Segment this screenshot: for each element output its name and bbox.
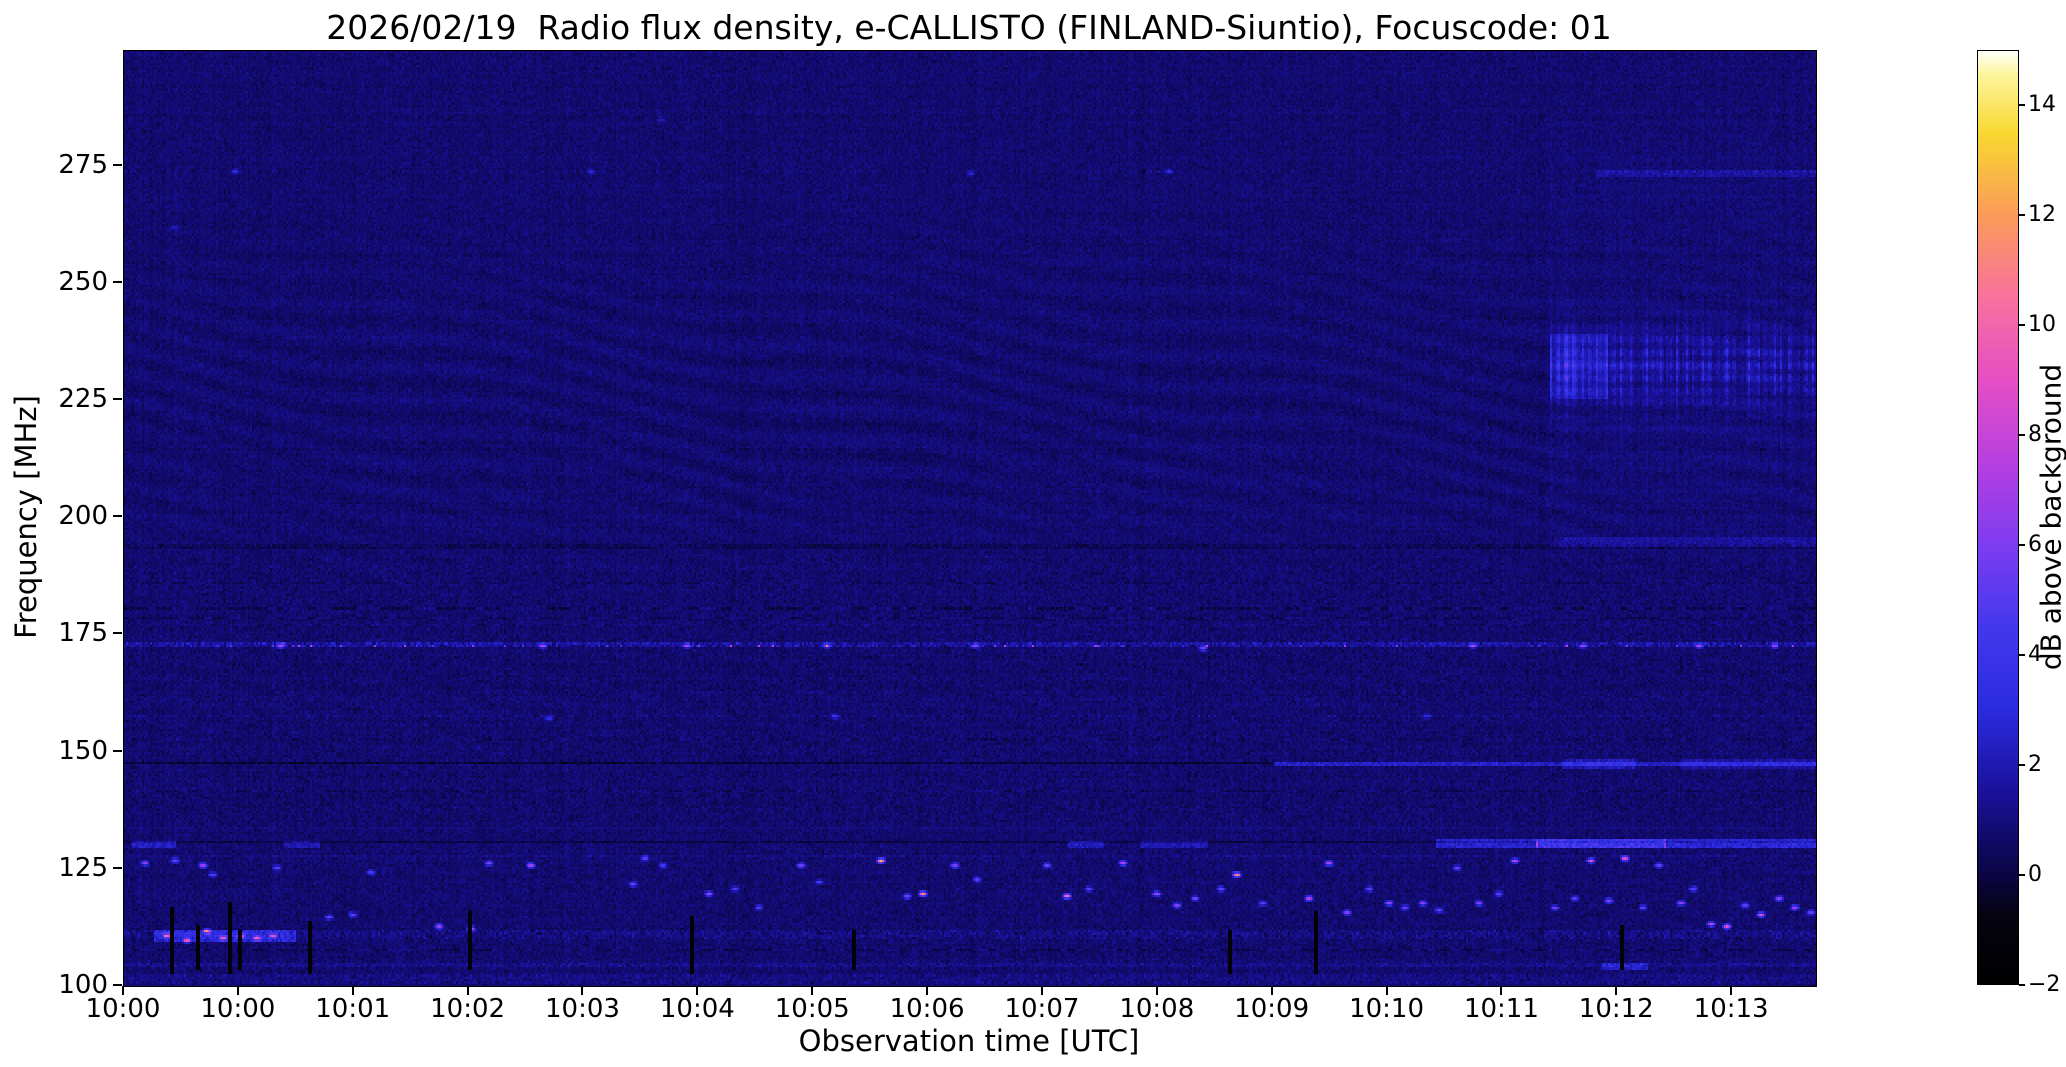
x-tick-label: 10:01 [315, 994, 391, 1024]
x-tick-mark [466, 986, 469, 995]
x-tick-mark [1040, 986, 1043, 995]
colorbar-tick-label: 10 [2028, 312, 2056, 337]
x-tick-mark [1500, 986, 1503, 995]
x-tick-label: 10:04 [659, 994, 735, 1024]
x-tick-label: 10:00 [85, 994, 161, 1024]
x-tick-mark [1615, 986, 1618, 995]
colorbar-tick-mark [2019, 764, 2025, 766]
x-tick-label: 10:12 [1578, 994, 1654, 1024]
colorbar-tick-label: 14 [2028, 92, 2056, 117]
y-tick-mark [113, 866, 122, 869]
colorbar-tick-label: 4 [2028, 642, 2042, 667]
x-tick-mark [1270, 986, 1273, 995]
x-tick-label: 10:08 [1119, 994, 1195, 1024]
x-tick-mark [351, 986, 354, 995]
y-tick-mark [113, 984, 122, 986]
colorbar-tick-mark [2019, 434, 2025, 436]
colorbar-tick-label: 8 [2028, 422, 2042, 447]
x-tick-mark [1155, 986, 1158, 995]
colorbar-tick-mark [2019, 324, 2025, 326]
x-tick-mark [1385, 986, 1388, 995]
colorbar-tick-mark [2019, 874, 2025, 876]
y-tick-mark [113, 749, 122, 752]
y-tick-label: 175 [58, 618, 108, 649]
x-tick-label: 10:00 [200, 994, 276, 1024]
y-tick-mark [113, 163, 122, 166]
y-tick-mark [113, 515, 122, 518]
spectrogram-heatmap [123, 50, 1817, 987]
colorbar-gradient [1977, 50, 2019, 985]
y-tick-label: 225 [58, 384, 108, 415]
colorbar-tick-label: 6 [2028, 532, 2042, 557]
x-tick-label: 10:13 [1693, 994, 1769, 1024]
x-tick-mark [696, 986, 699, 995]
colorbar-tick-mark [2019, 984, 2025, 986]
chart-title: 2026/02/19 Radio flux density, e-CALLIST… [326, 8, 1612, 47]
colorbar-tick-label: −2 [2028, 972, 2061, 997]
y-tick-mark [113, 632, 122, 635]
y-tick-label: 125 [58, 852, 108, 883]
x-tick-mark [581, 986, 584, 995]
y-tick-label: 200 [58, 501, 108, 532]
y-tick-mark [113, 280, 122, 283]
colorbar-tick-label: 0 [2028, 862, 2042, 887]
colorbar-tick-label: 12 [2028, 202, 2056, 227]
colorbar-label: dB above background [2034, 363, 2066, 671]
x-tick-mark [122, 986, 124, 995]
x-tick-mark [236, 986, 239, 995]
x-tick-label: 10:07 [1004, 994, 1080, 1024]
colorbar-tick-label: 2 [2028, 752, 2042, 777]
x-tick-label: 10:09 [1234, 994, 1310, 1024]
x-tick-label: 10:03 [545, 994, 620, 1024]
colorbar-tick-mark [2019, 214, 2025, 216]
x-tick-label: 10:05 [774, 994, 850, 1024]
x-tick-label: 10:02 [430, 994, 506, 1024]
colorbar-tick-mark [2019, 544, 2025, 546]
x-tick-label: 10:06 [889, 994, 965, 1024]
x-axis-label: Observation time [UTC] [798, 1024, 1140, 1058]
y-tick-label: 250 [58, 266, 108, 297]
x-tick-mark [1730, 986, 1733, 995]
y-tick-label: 275 [58, 149, 108, 180]
x-tick-label: 10:10 [1349, 994, 1424, 1024]
x-tick-label: 10:11 [1463, 994, 1539, 1024]
y-tick-label: 150 [58, 735, 108, 766]
y-tick-label: 100 [58, 970, 108, 1000]
colorbar-tick-mark [2019, 104, 2025, 106]
x-tick-mark [926, 986, 929, 995]
y-tick-mark [113, 398, 122, 401]
x-tick-mark [811, 986, 814, 995]
colorbar-tick-mark [2019, 654, 2025, 656]
